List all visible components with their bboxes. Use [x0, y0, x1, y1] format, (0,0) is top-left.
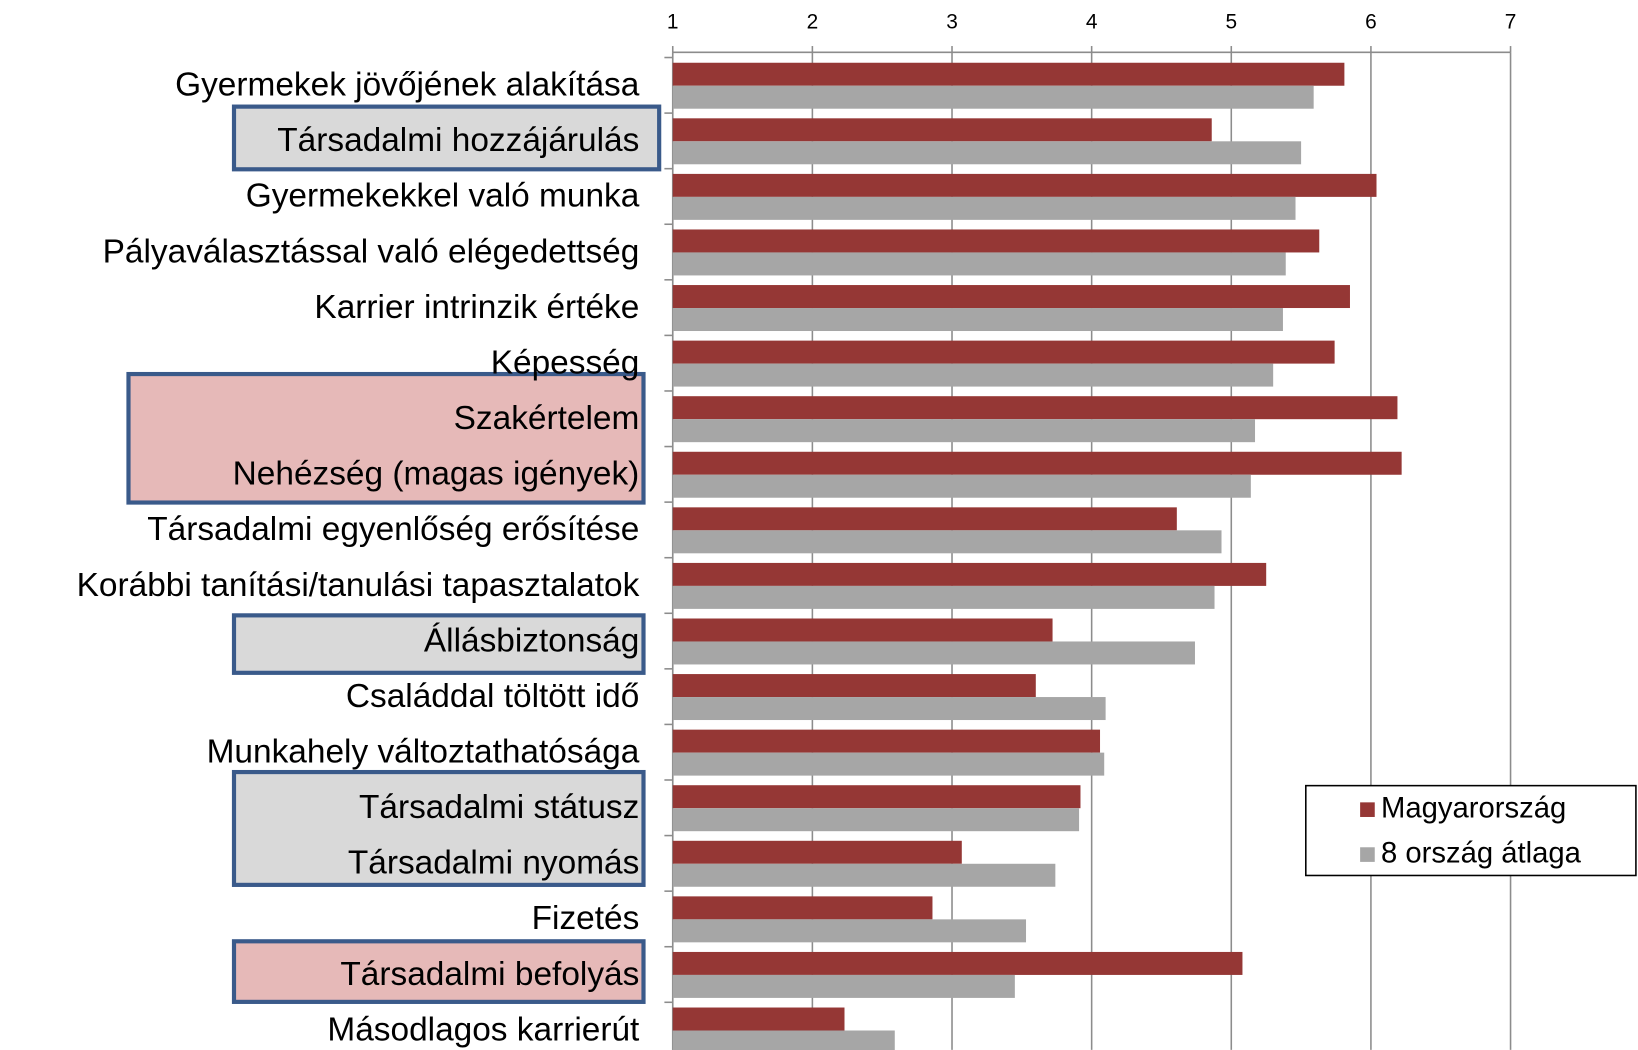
bar: [672, 396, 1398, 420]
legend-swatch: [1360, 802, 1375, 817]
bar: [672, 308, 1283, 332]
bar: [672, 863, 1056, 887]
highlights: [126, 104, 662, 1004]
bar: [672, 340, 1335, 364]
bar: [672, 697, 1106, 721]
x-tick-label: 4: [1086, 11, 1098, 34]
highlight-box: [231, 939, 646, 1004]
bar: [672, 85, 1314, 109]
bar: [672, 173, 1377, 197]
bar: [672, 363, 1274, 387]
bar: [672, 674, 1036, 698]
y-tick-label: Szakértelem: [454, 400, 640, 437]
highlight-box: [126, 371, 646, 505]
bar: [672, 285, 1350, 309]
bar: [672, 229, 1320, 253]
bar: [672, 974, 1015, 998]
bar: [672, 1007, 845, 1031]
y-tick-label: Nehézség (magas igények): [233, 456, 640, 493]
y-tick-label: Korábbi tanítási/tanulási tapasztalatok: [77, 567, 640, 604]
bar: [672, 840, 962, 864]
x-tick-label: 1: [667, 11, 679, 34]
y-tick-label: Karrier intrinzik értéke: [314, 289, 639, 326]
bar: [672, 141, 1302, 165]
y-tick-label: Családdal töltött idő: [346, 678, 639, 715]
bar: [672, 562, 1267, 586]
y-tick-label: Fizetés: [532, 900, 640, 937]
x-tick-label: 3: [946, 11, 958, 34]
y-tick-label: Gyermekekkel való munka: [246, 178, 640, 215]
bar: [672, 729, 1101, 753]
legend-label: Magyarország: [1381, 792, 1566, 824]
y-tick-label: Társadalmi státusz: [359, 789, 639, 826]
bar: [672, 530, 1222, 554]
y-tick-label: Társadalmi egyenlőség erősítése: [147, 511, 639, 548]
y-tick-label: Társadalmi nyomás: [348, 845, 639, 882]
bar: [672, 507, 1177, 531]
x-tick-label: 5: [1225, 11, 1237, 34]
y-tick-label: Gyermekek jövőjének alakítása: [175, 67, 640, 104]
bar: [672, 451, 1402, 475]
bar: [672, 785, 1081, 809]
highlight-box: [231, 613, 646, 675]
bar: [672, 618, 1053, 642]
y-tick-label: Társadalmi befolyás: [340, 956, 639, 993]
highlight-box: [231, 104, 662, 172]
y-tick-label: Pályaválasztással való elégedettség: [103, 233, 640, 270]
y-tick-label: Társadalmi hozzájárulás: [277, 122, 639, 159]
y-tick-label: Állásbiztonság: [424, 622, 639, 659]
bar: [672, 118, 1212, 142]
bar: [672, 752, 1105, 776]
bar: [672, 252, 1286, 276]
bar: [672, 1030, 895, 1050]
legend-label: 8 ország átlaga: [1381, 837, 1582, 869]
y-tick-label: Képesség: [491, 344, 640, 381]
bar: [672, 808, 1080, 832]
x-tick-label: 7: [1505, 11, 1517, 34]
bar: [672, 919, 1027, 943]
bar: [672, 896, 933, 920]
x-tick-label: 6: [1365, 11, 1377, 34]
legend-swatch: [1360, 847, 1375, 862]
bar: [672, 474, 1251, 498]
bar: [672, 419, 1256, 443]
bar: [672, 196, 1296, 220]
bar: [672, 641, 1195, 665]
bar: [672, 585, 1215, 609]
x-tick-label: 2: [807, 11, 819, 34]
y-tick-label: Másodlagos karrierút: [327, 1011, 640, 1048]
highlight-box: [231, 769, 646, 887]
bar: [672, 951, 1243, 975]
y-tick-label: Munkahely változtathatósága: [207, 734, 640, 771]
bar: [672, 62, 1345, 86]
